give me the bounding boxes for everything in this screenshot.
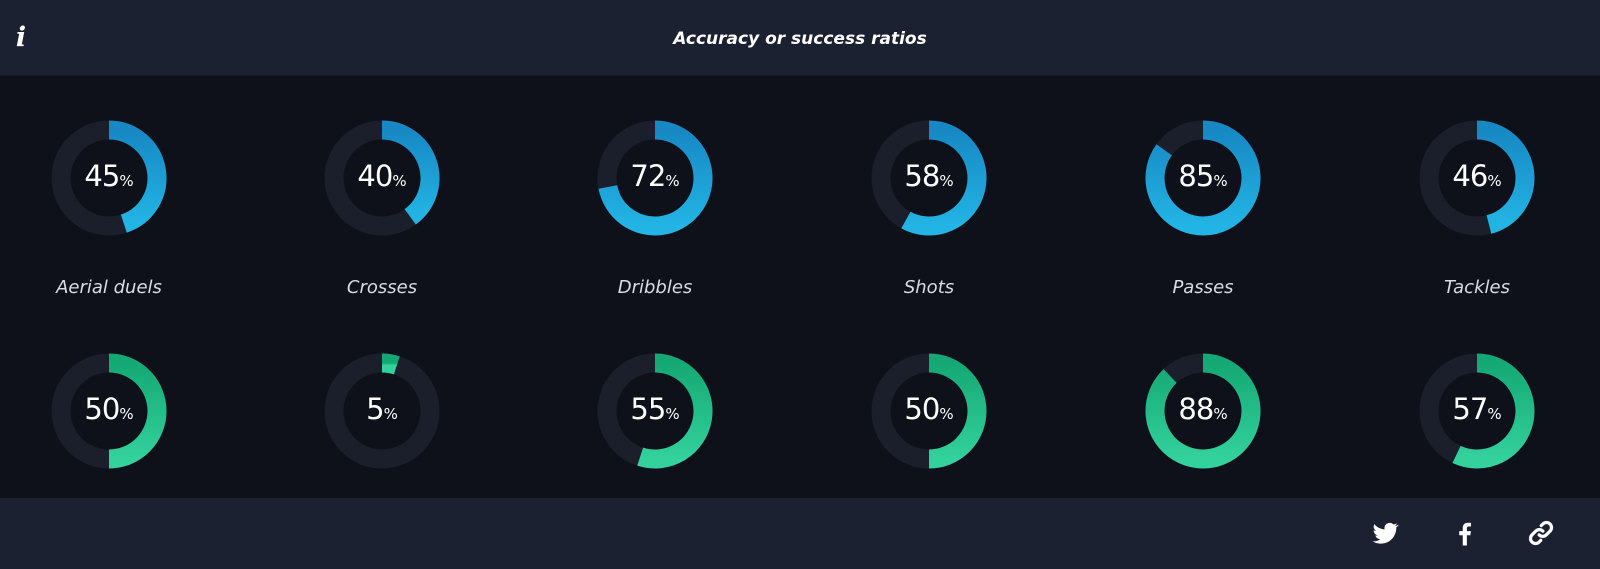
page-title: Accuracy or success ratios: [673, 29, 927, 49]
gauge-value-unit: %: [392, 172, 407, 190]
gauge-value-number: 50: [904, 392, 940, 426]
gauge-value-number: 72: [630, 159, 666, 193]
gauge-arc-tackles-row2: [1452, 353, 1535, 469]
gauge-arc-aerial-duels-row1: [108, 120, 167, 233]
twitter-icon[interactable]: [1370, 518, 1400, 548]
gauge-value-label: 85%: [1133, 159, 1273, 193]
gauge-value-unit: %: [1213, 405, 1228, 423]
gauge-arc-crosses-row1: [381, 120, 440, 225]
gauge-value-label: 58%: [859, 159, 999, 193]
gauge-value-unit: %: [665, 405, 680, 423]
gauge-value-label: 45%: [39, 159, 179, 193]
gauge-value-unit: %: [1487, 405, 1502, 423]
chart-area: 45% 40% 72% 58% 85% 46% 50% 5% 55% 50% 88% 57% Aeria…: [0, 76, 1600, 498]
gauge-value-label: 88%: [1133, 392, 1273, 426]
gauge-value-label: 5%: [312, 392, 452, 426]
info-icon[interactable]: i: [15, 22, 27, 53]
gauge-arc-passes-row1: [1145, 120, 1261, 236]
gauge-value-number: 57: [1452, 392, 1488, 426]
category-label-tackles: Tackles: [1444, 277, 1510, 298]
gauge-value-unit: %: [119, 405, 134, 423]
gauge-value-number: 5: [366, 392, 384, 426]
gauge-arc-dribbles-row2: [637, 353, 713, 469]
gauge-value-unit: %: [665, 172, 680, 190]
gauge-value-label: 72%: [585, 159, 725, 193]
gauge-value-number: 85: [1178, 159, 1214, 193]
gauge-value-unit: %: [119, 172, 134, 190]
gauge-value-number: 50: [84, 392, 120, 426]
category-label-shots: Shots: [903, 277, 955, 298]
category-label-passes: Passes: [1172, 277, 1234, 298]
gauge-arc-shots-row1: [901, 120, 987, 236]
header-bar: i Accuracy or success ratios: [0, 0, 1600, 76]
gauge-arc-aerial-duels-row2: [108, 353, 167, 469]
gauge-value-number: 58: [904, 159, 940, 193]
facebook-icon[interactable]: [1450, 518, 1480, 548]
donut-gauges: [51, 120, 1535, 469]
gauge-arc-tackles-row1: [1476, 120, 1535, 234]
gauge-arc-shots-row2: [928, 353, 987, 469]
gauge-arc-passes-row2: [1145, 353, 1261, 469]
gauge-value-number: 46: [1452, 159, 1488, 193]
link-icon[interactable]: [1526, 518, 1556, 548]
gauge-value-number: 45: [84, 159, 120, 193]
gauge-value-unit: %: [939, 405, 954, 423]
gauge-value-label: 50%: [859, 392, 999, 426]
gauge-value-label: 50%: [39, 392, 179, 426]
gauge-value-unit: %: [939, 172, 954, 190]
gauge-arc-crosses-row2: [381, 353, 400, 375]
gauge-arc-dribbles-row1: [598, 120, 713, 236]
gauge-value-number: 40: [357, 159, 393, 193]
footer-bar: [0, 498, 1600, 569]
gauge-value-label: 46%: [1407, 159, 1547, 193]
gauge-value-number: 55: [630, 392, 666, 426]
category-label-dribbles: Dribbles: [617, 277, 693, 298]
gauge-value-unit: %: [383, 405, 398, 423]
gauge-value-number: 88: [1178, 392, 1214, 426]
gauge-value-unit: %: [1213, 172, 1228, 190]
gauge-value-label: 57%: [1407, 392, 1547, 426]
category-label-crosses: Crosses: [346, 277, 418, 298]
category-label-aerial-duels: Aerial duels: [56, 277, 162, 298]
gauge-value-unit: %: [1487, 172, 1502, 190]
gauge-value-label: 40%: [312, 159, 452, 193]
gauge-value-label: 55%: [585, 392, 725, 426]
